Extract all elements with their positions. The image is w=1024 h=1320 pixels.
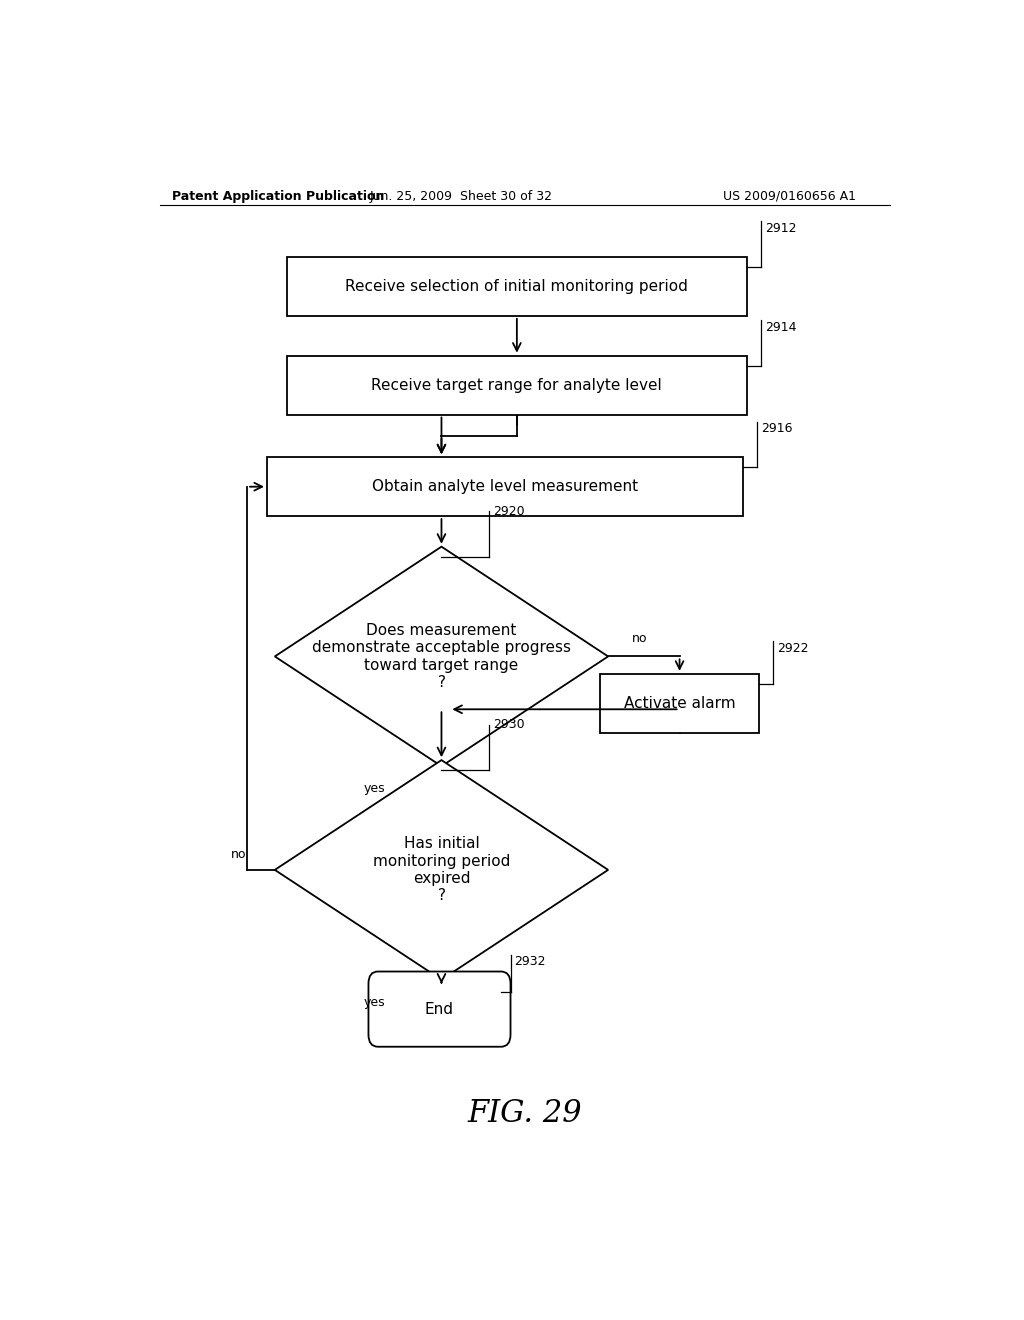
Bar xyxy=(287,355,748,414)
Text: FIG. 29: FIG. 29 xyxy=(468,1098,582,1130)
Text: Activate alarm: Activate alarm xyxy=(624,696,735,710)
Text: 2920: 2920 xyxy=(494,504,524,517)
Bar xyxy=(600,673,759,733)
Text: Receive target range for analyte level: Receive target range for analyte level xyxy=(372,378,663,392)
Text: Receive selection of initial monitoring period: Receive selection of initial monitoring … xyxy=(345,279,688,294)
Text: 2914: 2914 xyxy=(765,321,797,334)
Text: 2930: 2930 xyxy=(494,718,524,731)
Text: no: no xyxy=(231,849,247,861)
Text: End: End xyxy=(425,1002,454,1016)
Text: 2912: 2912 xyxy=(765,222,797,235)
Text: Obtain analyte level measurement: Obtain analyte level measurement xyxy=(372,479,638,494)
Text: Patent Application Publication: Patent Application Publication xyxy=(172,190,384,202)
Text: yes: yes xyxy=(364,781,385,795)
Text: 2932: 2932 xyxy=(514,954,546,968)
Text: Does measurement
demonstrate acceptable progress
toward target range
?: Does measurement demonstrate acceptable … xyxy=(312,623,571,690)
Text: Jun. 25, 2009  Sheet 30 of 32: Jun. 25, 2009 Sheet 30 of 32 xyxy=(370,190,553,202)
Text: Has initial
monitoring period
expired
?: Has initial monitoring period expired ? xyxy=(373,837,510,903)
Bar xyxy=(287,257,748,315)
Polygon shape xyxy=(274,760,608,979)
Text: US 2009/0160656 A1: US 2009/0160656 A1 xyxy=(723,190,856,202)
Text: yes: yes xyxy=(364,995,385,1008)
Text: no: no xyxy=(632,632,647,644)
FancyBboxPatch shape xyxy=(369,972,511,1047)
Text: 2916: 2916 xyxy=(761,422,793,436)
Bar xyxy=(267,457,743,516)
Text: 2922: 2922 xyxy=(777,642,809,655)
Polygon shape xyxy=(274,546,608,766)
